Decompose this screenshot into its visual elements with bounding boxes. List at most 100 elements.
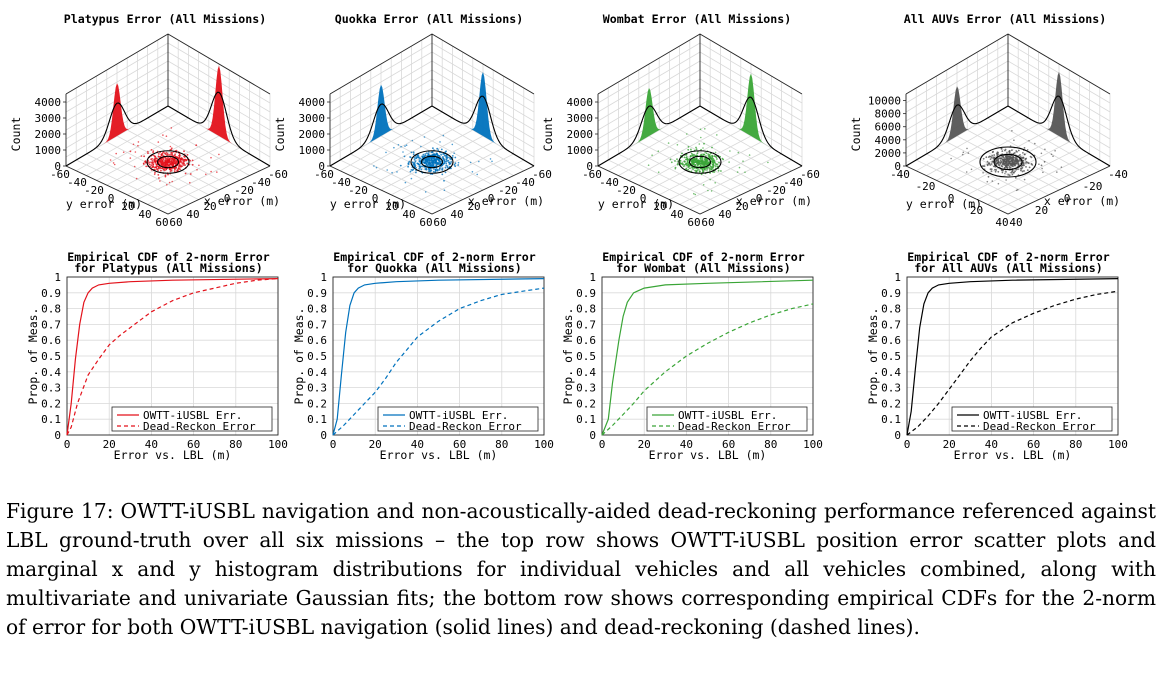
- grid-line: [147, 153, 250, 205]
- z-tick-label: 4000: [35, 96, 62, 109]
- legend-entry: Dead-Reckon Error: [983, 420, 1096, 433]
- scatter-point: [115, 152, 117, 155]
- y-axis-label: Prop. of Meas.: [26, 308, 40, 405]
- scatter-point: [169, 145, 172, 148]
- scatter-point: [444, 166, 447, 169]
- scatter-point: [992, 150, 994, 153]
- scatter-point: [1009, 166, 1012, 169]
- scatter-point: [1040, 152, 1043, 155]
- scatter-point: [1003, 158, 1006, 161]
- scatter-point: [432, 157, 435, 159]
- scatter-point: [690, 160, 693, 163]
- scatter-point: [177, 167, 180, 170]
- scatter-point: [990, 163, 993, 165]
- scatter-point: [714, 182, 716, 184]
- scatter-point: [1005, 160, 1008, 163]
- y-tick-label: 40: [402, 208, 415, 221]
- scatter-point: [183, 150, 185, 153]
- scatter-point: [695, 148, 698, 151]
- scatter-point: [1060, 166, 1063, 168]
- scatter-point: [443, 189, 446, 191]
- scatter-point: [1031, 163, 1034, 166]
- scatter-point: [1006, 156, 1008, 159]
- scatter-point: [173, 170, 176, 173]
- scatter-point: [693, 192, 695, 195]
- y-tick-label: 40: [138, 208, 151, 221]
- scatter-point: [737, 151, 740, 154]
- scatter-point: [152, 166, 154, 168]
- scatter-point: [983, 165, 986, 168]
- scatter-point: [409, 170, 412, 173]
- scatter-point: [442, 134, 445, 137]
- scatter-point: [1013, 139, 1015, 141]
- grid-line: [977, 147, 1080, 200]
- x-tick-label: -60: [268, 168, 288, 181]
- y-tick-label: 0.8: [41, 303, 61, 316]
- scatter-point: [686, 160, 689, 162]
- scatter-point: [986, 163, 989, 166]
- gaussian-ellipse-inner: [156, 155, 180, 169]
- y-histogram-bars: [330, 84, 432, 166]
- y-tick-label: 1: [54, 271, 61, 284]
- scatter-point: [993, 154, 996, 156]
- z-tick-label: 4000: [875, 134, 902, 147]
- y-histogram-gaussian-fit: [65, 102, 169, 167]
- x-tick-label: -20: [1083, 180, 1103, 193]
- y-tick-label: 0: [320, 429, 327, 442]
- scatter-point: [966, 147, 968, 150]
- scatter-point: [170, 160, 173, 162]
- z-tick-label: 2000: [567, 128, 594, 141]
- scatter-point: [1010, 171, 1013, 174]
- scatter-point: [702, 170, 705, 172]
- scatter-point: [413, 157, 416, 159]
- scatter-point: [162, 168, 165, 171]
- scatter-point: [1042, 171, 1044, 174]
- panel-3d-0: Platypus Error (All Missions)01000200030…: [9, 12, 288, 229]
- scatter-point: [981, 165, 984, 168]
- scatter-point: [1003, 157, 1006, 159]
- scatter-point: [683, 160, 686, 163]
- scatter-point: [1007, 155, 1009, 158]
- chart-title: Empirical CDF of 2-norm Error: [67, 250, 269, 264]
- x-tick-label: 100: [1108, 438, 1128, 451]
- scatter-point: [711, 167, 714, 170]
- scatter-point: [172, 161, 175, 164]
- z-tick-label: 2000: [875, 147, 902, 160]
- scatter-point: [1014, 170, 1016, 173]
- scatter-point: [412, 151, 415, 154]
- scatter-point: [1009, 160, 1011, 163]
- y-tick-label: -20: [916, 180, 936, 193]
- scatter-point: [1018, 154, 1020, 157]
- scatter-point: [1006, 158, 1008, 161]
- scatter-point: [157, 174, 160, 176]
- y-tick-label: 0.2: [41, 397, 61, 410]
- scatter-point: [705, 152, 708, 155]
- scatter-point: [445, 150, 447, 153]
- scatter-point: [703, 163, 706, 166]
- scatter-point: [145, 165, 148, 168]
- scatter-point: [149, 165, 152, 168]
- y-tick-label: -40: [331, 176, 351, 189]
- scatter-point: [476, 173, 479, 176]
- scatter-point: [428, 154, 431, 157]
- scatter-point: [1003, 167, 1006, 169]
- x-tick-label: 0: [756, 192, 763, 205]
- owtt-iusbl-line: [601, 279, 814, 436]
- scatter-point: [160, 163, 163, 165]
- scatter-point: [154, 162, 157, 164]
- y-tick-label: 0.8: [576, 303, 596, 316]
- scatter-point: [681, 152, 683, 155]
- scatter-point: [453, 163, 456, 166]
- scatter-point: [174, 168, 176, 171]
- scatter-point: [988, 163, 990, 165]
- scatter-point: [714, 162, 717, 165]
- scatter-point: [691, 162, 694, 165]
- scatter-point: [411, 139, 414, 142]
- scatter-point: [451, 155, 454, 157]
- y-tick-label: -20: [348, 184, 368, 197]
- grid-line: [329, 42, 433, 104]
- scatter-point: [144, 160, 147, 163]
- grid-line: [137, 123, 240, 181]
- scatter-point: [153, 166, 156, 169]
- scatter-point: [442, 156, 444, 158]
